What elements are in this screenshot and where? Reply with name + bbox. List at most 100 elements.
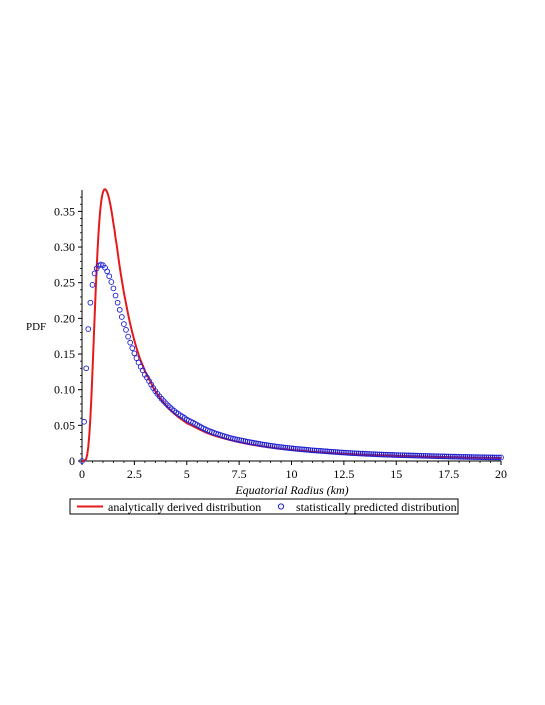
data-point-marker bbox=[127, 339, 134, 346]
data-point-marker bbox=[454, 453, 460, 460]
data-point-marker bbox=[334, 449, 341, 456]
data-point-marker bbox=[429, 453, 435, 459]
data-point-marker bbox=[234, 436, 240, 443]
data-point-marker bbox=[104, 268, 110, 275]
data-point-marker bbox=[431, 453, 437, 459]
x-tick-label: 17.5 bbox=[438, 467, 459, 481]
x-tick-label: 7.5 bbox=[232, 467, 247, 481]
data-point-marker bbox=[305, 447, 312, 453]
data-point-marker bbox=[273, 443, 280, 450]
data-point-marker bbox=[462, 454, 469, 460]
data-point-marker bbox=[125, 333, 131, 340]
y-tick-label: 0.15 bbox=[54, 347, 75, 361]
data-point-marker bbox=[286, 445, 293, 451]
data-point-marker bbox=[487, 454, 494, 461]
y-tick-label: 0.10 bbox=[54, 383, 75, 397]
data-point-marker bbox=[475, 454, 481, 461]
data-point-marker bbox=[253, 440, 259, 447]
data-point-marker bbox=[341, 449, 347, 456]
data-point-marker bbox=[397, 452, 404, 459]
data-point-marker bbox=[403, 452, 410, 459]
data-point-marker bbox=[435, 453, 442, 460]
data-point-marker bbox=[324, 448, 330, 455]
data-point-marker bbox=[328, 448, 335, 455]
x-tick-label: 12.5 bbox=[333, 467, 354, 481]
data-point-marker bbox=[238, 437, 245, 444]
data-point-marker bbox=[493, 454, 500, 461]
data-point-marker bbox=[424, 453, 431, 459]
data-point-marker bbox=[399, 452, 406, 459]
data-point-marker bbox=[271, 443, 278, 450]
data-point-marker bbox=[349, 450, 356, 456]
data-point-marker bbox=[483, 454, 490, 461]
data-point-marker bbox=[385, 451, 391, 458]
y-tick-label: 0 bbox=[69, 454, 75, 468]
data-point-marker bbox=[426, 453, 433, 459]
data-point-marker bbox=[131, 350, 138, 357]
data-point-marker bbox=[248, 439, 255, 446]
data-point-marker bbox=[294, 446, 301, 452]
data-point-marker bbox=[89, 282, 96, 288]
data-point-marker bbox=[290, 445, 297, 452]
data-point-marker bbox=[315, 447, 322, 454]
data-point-marker bbox=[437, 453, 444, 460]
data-point-marker bbox=[139, 367, 146, 374]
data-point-marker bbox=[355, 450, 362, 457]
data-point-marker bbox=[422, 453, 429, 459]
data-point-marker bbox=[269, 443, 276, 449]
data-point-marker bbox=[470, 454, 477, 460]
data-point-marker bbox=[91, 270, 98, 277]
data-point-marker bbox=[414, 452, 421, 459]
data-point-marker bbox=[257, 441, 263, 447]
data-point-marker bbox=[255, 440, 261, 447]
data-point-marker bbox=[353, 450, 360, 457]
data-point-marker bbox=[265, 442, 272, 449]
data-point-marker bbox=[114, 299, 121, 306]
series-markers-statistical bbox=[79, 261, 504, 464]
data-point-marker bbox=[378, 451, 385, 458]
y-tick-label: 0.30 bbox=[54, 240, 75, 254]
data-point-marker bbox=[338, 449, 345, 456]
x-axis-label: Equatorial Radius (km) bbox=[234, 483, 348, 497]
x-axis-label-unit: km bbox=[331, 483, 345, 497]
data-point-marker bbox=[332, 449, 339, 455]
y-tick-label: 0.35 bbox=[54, 204, 75, 218]
data-point-marker bbox=[452, 453, 458, 460]
legend-marker-swatch bbox=[277, 503, 285, 510]
x-tick-label: 2.5 bbox=[127, 467, 142, 481]
data-point-marker bbox=[380, 451, 387, 458]
data-point-marker bbox=[326, 448, 333, 455]
data-point-marker bbox=[393, 452, 400, 458]
data-point-marker bbox=[364, 451, 370, 457]
x-tick-group: 0 2.5 5 7.5 10 12.5 15 17.5 20 bbox=[79, 461, 507, 481]
data-point-marker bbox=[387, 451, 393, 458]
data-point-marker bbox=[118, 314, 125, 320]
data-point-marker bbox=[370, 451, 377, 457]
data-point-marker bbox=[288, 445, 295, 452]
data-point-marker bbox=[133, 355, 140, 361]
data-point-marker bbox=[236, 437, 242, 443]
data-point-marker bbox=[336, 449, 343, 456]
data-point-marker bbox=[309, 447, 316, 454]
data-point-marker bbox=[79, 458, 85, 464]
data-point-marker bbox=[278, 444, 284, 450]
data-point-marker bbox=[485, 454, 492, 461]
data-point-marker bbox=[420, 452, 427, 459]
data-point-marker bbox=[259, 441, 266, 448]
data-point-marker bbox=[445, 453, 452, 460]
data-point-marker bbox=[412, 452, 418, 459]
data-point-marker bbox=[447, 453, 454, 460]
data-point-marker bbox=[83, 365, 90, 372]
data-point-marker bbox=[464, 454, 471, 460]
legend-label-statistical: statistically predicted distribution bbox=[296, 500, 457, 514]
data-point-marker bbox=[439, 453, 446, 460]
series-line-analytic bbox=[82, 188, 501, 462]
data-point-marker bbox=[311, 447, 318, 454]
data-point-marker bbox=[441, 453, 448, 460]
data-point-marker bbox=[416, 452, 423, 459]
data-point-marker bbox=[297, 446, 303, 452]
data-point-marker bbox=[477, 454, 483, 461]
data-point-marker bbox=[85, 326, 92, 332]
data-point-marker bbox=[106, 273, 113, 280]
data-point-marker bbox=[267, 442, 274, 449]
